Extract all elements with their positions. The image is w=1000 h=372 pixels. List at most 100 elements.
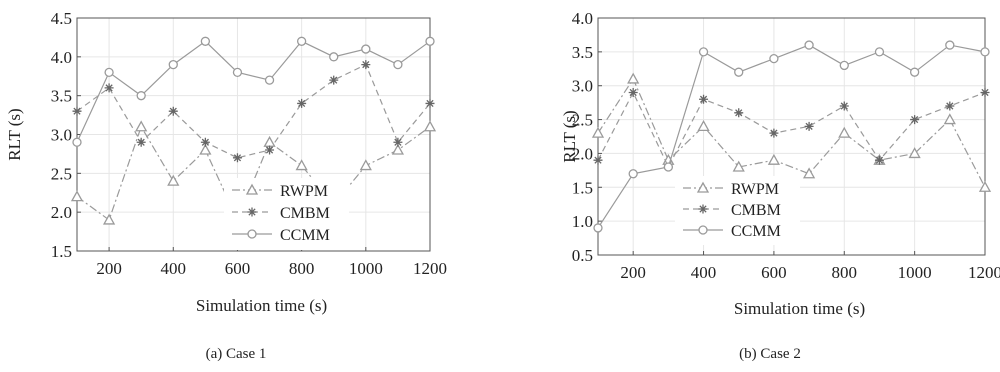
x-tick-label: 1000 (349, 259, 383, 278)
data-point-rwpm (732, 160, 745, 172)
data-point-rwpm (943, 113, 956, 125)
series-cmbm (593, 87, 990, 172)
legend-marker-rwpm (696, 181, 710, 193)
y-tick-label: 4.0 (51, 48, 72, 67)
data-point-ccmm (628, 169, 638, 179)
data-point-cmbm (628, 87, 638, 97)
y-tick-label: 3.5 (572, 43, 593, 62)
y-axis-label: RLT (s) (560, 110, 579, 162)
chart-2: 0.5 1.0 1.5 2.0 2.5 3.0 3.5 4.0 200 400 600 800 1000… (560, 9, 1000, 362)
data-point-cmbm (945, 101, 955, 111)
data-point-cmbm (361, 60, 371, 70)
data-point-cmbm (200, 137, 210, 147)
data-point-ccmm (264, 75, 275, 85)
series-line (597, 77, 986, 188)
data-point-cmbm (297, 98, 307, 108)
x-tick-label: 200 (96, 259, 122, 278)
data-point-ccmm (804, 40, 814, 50)
data-point-ccmm (734, 67, 744, 77)
data-point-cmbm (232, 153, 242, 163)
data-point-rwpm (391, 143, 405, 155)
data-point-ccmm (72, 137, 82, 147)
x-axis-label: Simulation time (s) (196, 296, 327, 315)
data-point-rwpm (978, 180, 992, 192)
data-point-ccmm (874, 47, 885, 57)
data-point-rwpm (295, 159, 308, 171)
data-point-ccmm (296, 36, 307, 46)
data-point-rwpm (135, 120, 148, 132)
data-point-ccmm (980, 47, 990, 57)
series-line (76, 63, 431, 159)
data-point-ccmm (104, 67, 114, 78)
series-line (597, 44, 986, 229)
data-point-cmbm (265, 145, 275, 155)
data-point-rwpm (167, 174, 180, 186)
data-point-ccmm (329, 52, 339, 62)
data-point-rwpm (70, 190, 84, 202)
y-tick-label: 3.5 (51, 87, 72, 106)
data-point-rwpm (627, 72, 640, 84)
data-point-ccmm (909, 67, 920, 77)
data-point-ccmm (769, 53, 779, 64)
y-tick-label: 4.5 (51, 9, 72, 28)
data-point-cmbm (393, 137, 403, 147)
y-tick-label: 2.5 (572, 111, 593, 130)
y-tick-label: 1.5 (51, 242, 72, 261)
data-point-ccmm (200, 36, 211, 46)
data-point-cmbm (168, 106, 178, 116)
legend-marker-cmbm (698, 204, 708, 214)
legend-label: CMBM (731, 202, 781, 219)
y-tick-label: 2.0 (572, 144, 593, 163)
legend: RWPM CMBM CCMM (675, 176, 800, 245)
y-tick-label: 3.0 (572, 77, 593, 96)
data-point-cmbm (593, 155, 603, 165)
x-axis-label: Simulation time (s) (734, 299, 865, 318)
data-point-ccmm (663, 162, 674, 172)
data-point-rwpm (199, 143, 212, 155)
data-point-cmbm (425, 98, 435, 108)
x-tick-label: 200 (620, 263, 646, 282)
series-line (597, 91, 986, 169)
data-point-ccmm (839, 60, 849, 71)
legend-marker-ccmm (247, 229, 257, 239)
legend-label: CCMM (731, 223, 781, 240)
y-tick-label: 1.5 (572, 178, 593, 197)
legend-label: RWPM (280, 183, 328, 200)
data-point-rwpm (591, 126, 605, 138)
data-point-rwpm (423, 120, 437, 132)
data-point-rwpm (767, 153, 781, 165)
data-point-rwpm (838, 126, 851, 138)
legend-marker-rwpm (245, 183, 259, 195)
y-tick-label: 2.5 (51, 164, 72, 183)
legend-label: RWPM (731, 181, 779, 198)
data-point-cmbm (104, 83, 114, 93)
legend-label: CMBM (280, 205, 330, 222)
data-point-rwpm (697, 120, 710, 131)
data-point-rwpm (908, 147, 921, 159)
data-point-ccmm (136, 91, 146, 101)
y-tick-label: 4.0 (572, 9, 593, 28)
x-tick-label: 400 (691, 263, 717, 282)
data-point-cmbm (804, 121, 814, 131)
x-tick-label: 800 (832, 263, 858, 282)
data-point-ccmm (168, 59, 178, 70)
x-tick-label: 1200 (413, 259, 447, 278)
data-point-ccmm (945, 40, 955, 50)
data-point-ccmm (393, 59, 403, 70)
y-tick-label: 2.0 (51, 203, 72, 222)
y-tick-label: 3.0 (51, 126, 72, 145)
data-point-cmbm (136, 137, 146, 147)
x-tick-label: 800 (289, 259, 315, 278)
legend-label: CCMM (280, 227, 330, 244)
data-point-rwpm (263, 135, 276, 147)
data-point-ccmm (425, 36, 435, 46)
y-tick-label: 0.5 (572, 246, 593, 265)
y-axis-label: RLT (s) (5, 108, 24, 160)
data-point-cmbm (72, 106, 82, 116)
chart-1: 1.5 2.0 2.5 3.0 3.5 4.0 4.5 200 400 600 800 1000 120… (5, 9, 447, 362)
data-point-rwpm (102, 213, 116, 225)
data-point-cmbm (839, 101, 849, 111)
x-tick-label: 1000 (898, 263, 932, 282)
data-point-cmbm (874, 155, 884, 165)
